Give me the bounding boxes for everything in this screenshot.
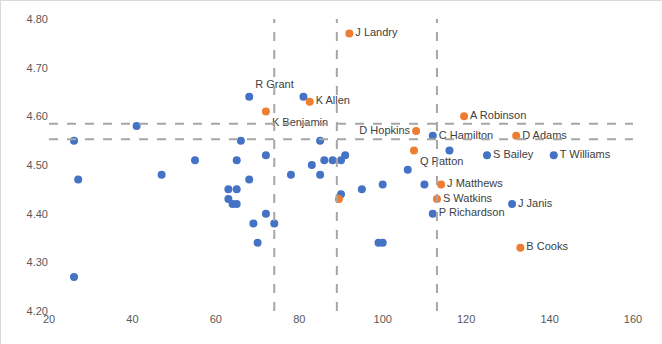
- svg-text:S Watkins: S Watkins: [443, 192, 493, 204]
- svg-text:D Adams: D Adams: [522, 129, 567, 141]
- svg-text:140: 140: [540, 313, 558, 325]
- svg-text:4.80: 4.80: [27, 13, 48, 25]
- svg-text:80: 80: [293, 313, 305, 325]
- svg-text:4.40: 4.40: [27, 208, 48, 220]
- svg-text:120: 120: [457, 313, 475, 325]
- svg-text:B Cooks: B Cooks: [526, 240, 568, 252]
- svg-text:P Richardson: P Richardson: [439, 206, 505, 218]
- svg-text:4.70: 4.70: [27, 62, 48, 74]
- svg-text:C Hamilton: C Hamilton: [439, 129, 493, 141]
- svg-text:T Williams: T Williams: [560, 148, 611, 160]
- svg-text:20: 20: [43, 313, 55, 325]
- svg-text:4.30: 4.30: [27, 256, 48, 268]
- svg-text:4.50: 4.50: [27, 159, 48, 171]
- svg-text:J Landry: J Landry: [355, 26, 398, 38]
- svg-text:Q Patton: Q Patton: [420, 155, 463, 167]
- svg-text:D Hopkins: D Hopkins: [359, 124, 410, 136]
- svg-text:4.20: 4.20: [27, 305, 48, 317]
- svg-text:100: 100: [374, 313, 392, 325]
- svg-text:S Bailey: S Bailey: [493, 148, 534, 160]
- svg-text:60: 60: [210, 313, 222, 325]
- svg-text:R Grant: R Grant: [255, 78, 294, 90]
- svg-text:J Matthews: J Matthews: [447, 177, 503, 189]
- svg-text:J Janis: J Janis: [518, 197, 553, 209]
- svg-text:A Robinson: A Robinson: [470, 109, 526, 121]
- svg-text:160: 160: [624, 313, 642, 325]
- svg-text:K Allen: K Allen: [316, 94, 350, 106]
- svg-text:40: 40: [126, 313, 138, 325]
- svg-text:K Benjamin: K Benjamin: [272, 116, 328, 128]
- svg-text:4.60: 4.60: [27, 110, 48, 122]
